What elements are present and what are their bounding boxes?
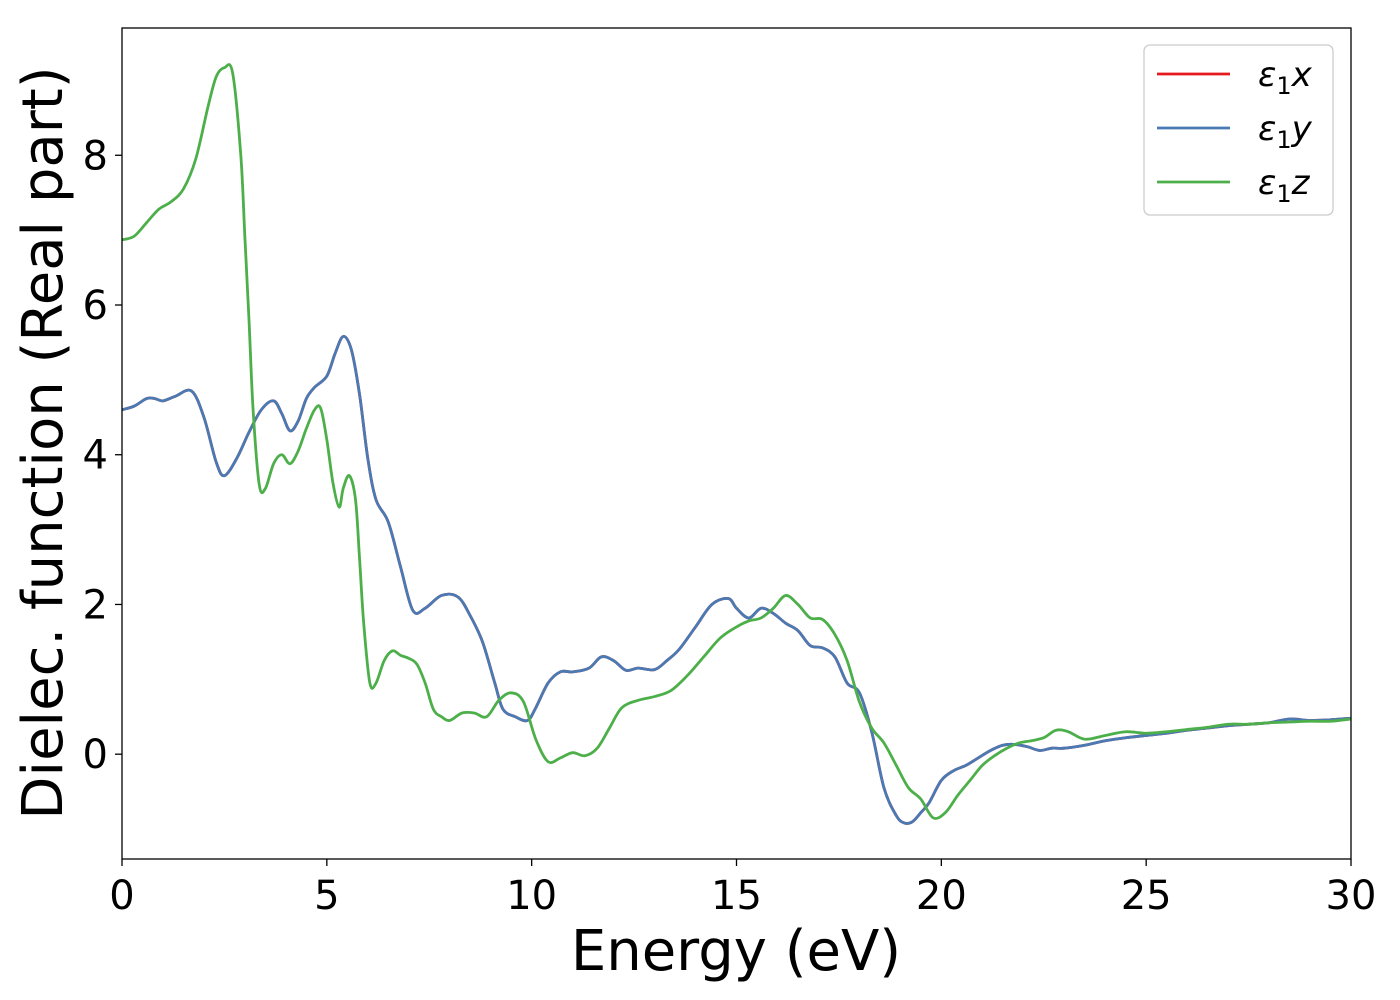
plot-lines [121, 63, 1352, 825]
y-tick-label: 2 [83, 582, 108, 628]
y-tick-label: 6 [83, 283, 108, 329]
x-tick-label: 0 [109, 873, 134, 919]
legend-label: ε1z [1258, 163, 1311, 208]
legend-box [1143, 44, 1334, 216]
legend: ε1x ε1y ε1z [1143, 44, 1334, 216]
series-line-1 [121, 335, 1352, 825]
x-axis-label: Energy (eV) [571, 919, 901, 984]
x-tick-label: 10 [506, 873, 557, 919]
x-tick-label: 20 [916, 873, 967, 919]
series-line-3 [121, 63, 1352, 820]
y-axis-label: Dielec. function (Real part) [11, 66, 76, 819]
legend-label: ε1x [1258, 55, 1313, 100]
x-tick-label: 5 [314, 873, 339, 919]
legend-label: ε1y [1258, 109, 1313, 154]
x-tick-label: 30 [1326, 873, 1377, 919]
y-tick-label: 8 [83, 133, 108, 179]
series-line-2 [121, 335, 1352, 825]
y-axis-ticks: 0 2 4 6 8 [83, 133, 122, 778]
y-tick-label: 0 [83, 732, 108, 778]
y-tick-label: 4 [83, 433, 108, 479]
x-axis-ticks: 0 5 10 15 20 25 30 [109, 859, 1376, 919]
x-tick-label: 15 [711, 873, 762, 919]
x-tick-label: 25 [1121, 873, 1172, 919]
